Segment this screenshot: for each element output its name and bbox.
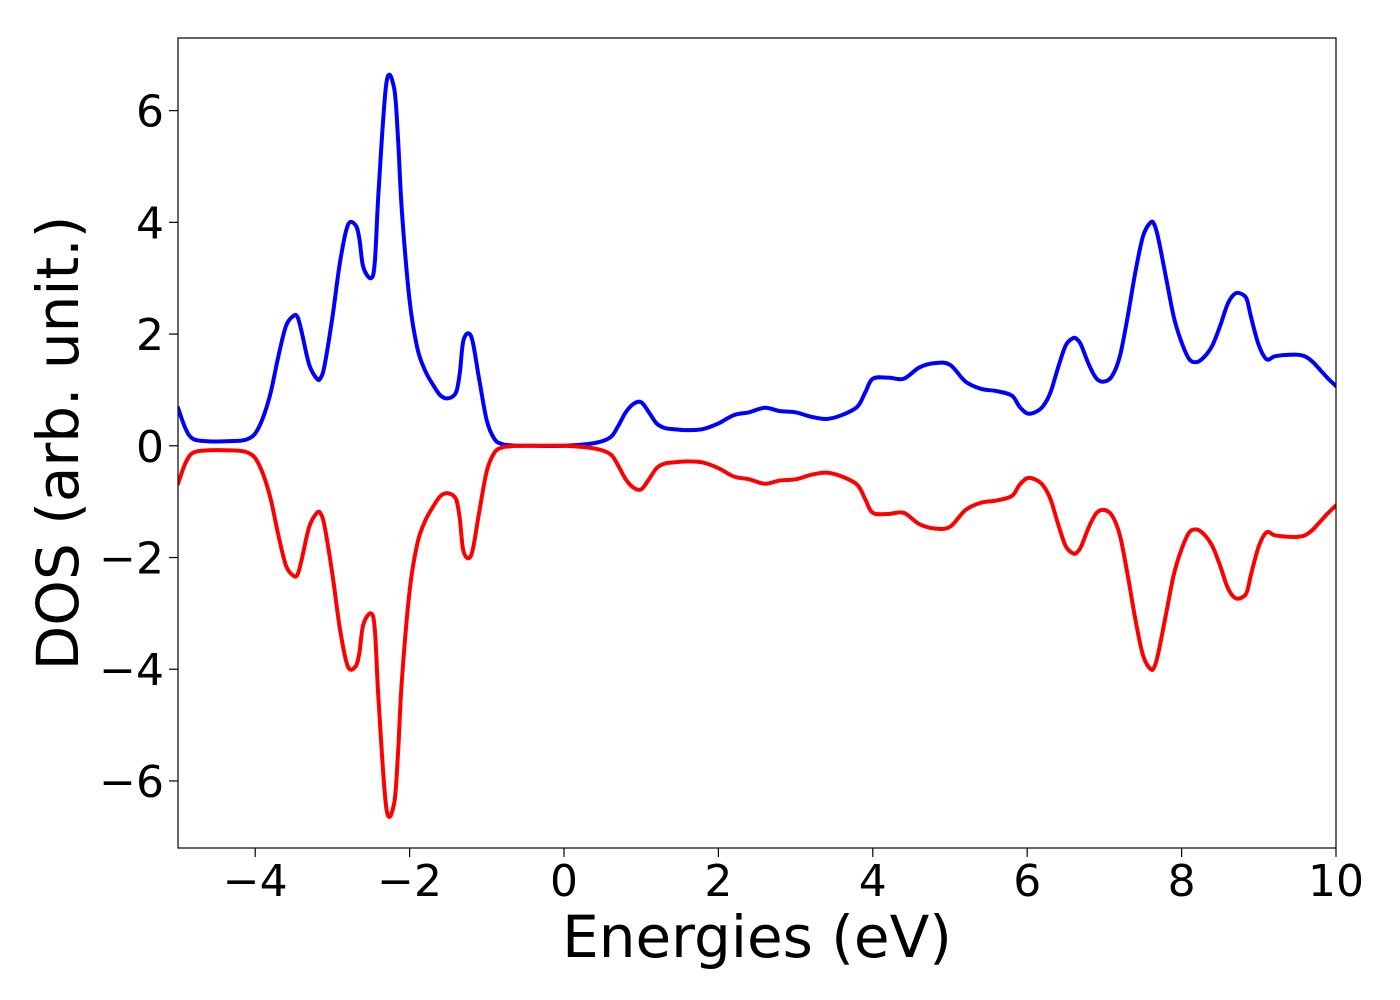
y-tick-label: −4 bbox=[99, 645, 164, 696]
x-axis-title: Energies (eV) bbox=[562, 903, 952, 971]
y-axis-title: DOS (arb. unit.) bbox=[24, 216, 92, 671]
series-line-2 bbox=[178, 443, 1336, 819]
y-axis: −6 −4 −2 0 2 4 6 bbox=[99, 87, 178, 808]
y-tick-label: −6 bbox=[99, 757, 164, 808]
x-tick-label: −2 bbox=[377, 856, 442, 907]
y-tick-label: 2 bbox=[136, 310, 164, 361]
plot-frame bbox=[177, 37, 1337, 849]
x-tick-label: 4 bbox=[859, 856, 887, 907]
x-tick-label: 10 bbox=[1308, 856, 1364, 907]
x-tick-label: 0 bbox=[550, 856, 578, 907]
x-tick-label: −4 bbox=[223, 856, 288, 907]
y-tick-label: 4 bbox=[136, 198, 164, 249]
y-tick-label: 0 bbox=[136, 422, 164, 473]
y-tick-label: 6 bbox=[136, 87, 164, 138]
x-tick-label: 6 bbox=[1013, 856, 1041, 907]
x-tick-label: 2 bbox=[704, 856, 732, 907]
y-tick-label: −2 bbox=[99, 534, 164, 585]
x-axis: −4 −2 0 2 4 6 8 10 bbox=[223, 848, 1364, 907]
series-layer bbox=[178, 72, 1336, 819]
series-line-1 bbox=[178, 72, 1336, 448]
x-tick-label: 8 bbox=[1168, 856, 1196, 907]
